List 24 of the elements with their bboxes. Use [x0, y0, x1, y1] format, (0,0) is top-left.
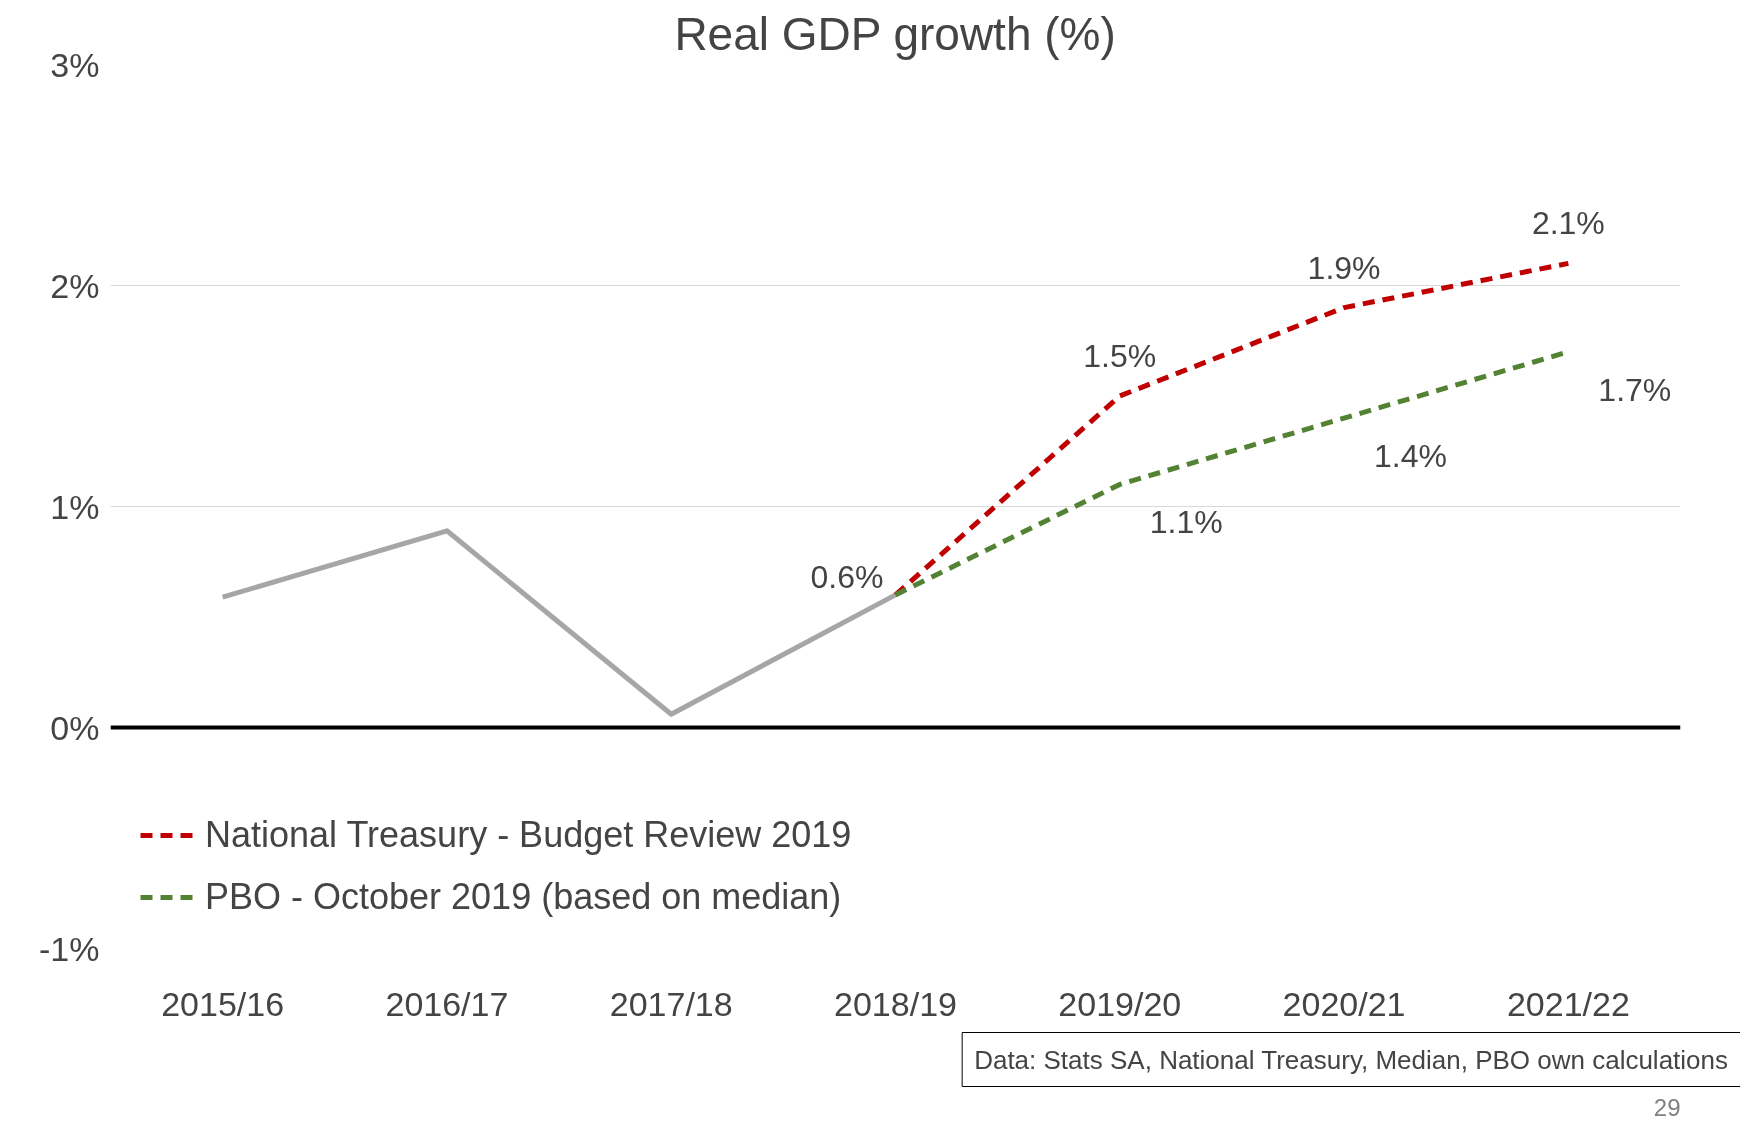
data-label: 0.6% [810, 558, 884, 595]
x-tick-label: 2021/22 [1506, 984, 1630, 1023]
text: Data: Stats SA, National Treasury, Median, PBO own calculations [974, 1044, 1729, 1075]
data-label: 1.9% [1307, 249, 1381, 286]
data-label: 2.1% [1531, 205, 1605, 242]
x-tick-label: 2020/21 [1282, 984, 1406, 1023]
data-label: 1.5% [1083, 338, 1157, 374]
y-tick-label: -1% [39, 929, 100, 968]
chart-title: Real GDP growth (%) [674, 7, 1116, 60]
legend-label: PBO - October 2019 (based on median) [205, 876, 842, 918]
x-tick-label: 2015/16 [161, 984, 285, 1023]
x-tick-label: 2018/19 [834, 984, 957, 1023]
y-tick-label: 0% [50, 708, 100, 747]
data-label: 1.4% [1374, 438, 1448, 475]
y-tick-label: 3% [50, 45, 100, 84]
data-label: 1.1% [1149, 504, 1223, 541]
x-tick-label: 2017/18 [609, 984, 733, 1023]
data-label: 1.7% [1598, 371, 1672, 408]
y-tick-label: 2% [50, 266, 100, 305]
x-tick-label: 2019/20 [1058, 984, 1182, 1023]
y-tick-label: 1% [50, 487, 100, 526]
legend-label: National Treasury - Budget Review 2019 [205, 814, 852, 856]
x-tick-label: 2016/17 [385, 984, 509, 1023]
text: 29 [1653, 1093, 1681, 1121]
